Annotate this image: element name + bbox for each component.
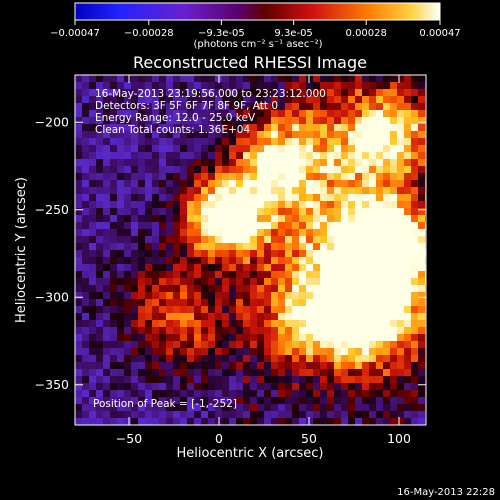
y-tick-label: −300 (35, 289, 69, 304)
x-tick-label: 0 (215, 431, 223, 446)
annotation-line: Clean Total counts: 1.36E+04 (95, 124, 250, 136)
y-tick-label: −200 (35, 114, 69, 129)
annotation-block: 16-May-2013 23:19:56.000 to 23:23:12.000… (95, 88, 326, 136)
x-tick-label: −50 (116, 431, 142, 446)
colorbar-tick-label: 9.3e-05 (274, 28, 312, 39)
colorbar-tick-label: 0.00047 (419, 28, 460, 39)
y-tick-label: −250 (35, 202, 69, 217)
annotation-line: Detectors: 3F 5F 6F 7F 8F 9F, Att 0 (95, 100, 278, 112)
colorbar-ticks: −0.00047 −0.00028 −9.3e-05 9.3e-05 0.00028 0.… (50, 20, 461, 39)
y-axis-label: Heliocentric Y (arcsec) (14, 177, 29, 323)
colorbar-tick-label: −0.00028 (124, 28, 174, 39)
x-axis-ticks: −50 0 50 100 (116, 75, 411, 446)
peak-position-label: Position of Peak = [-1,-252] (93, 398, 237, 410)
annotation-line: Energy Range: 12.0 - 25.0 keV (95, 112, 256, 124)
y-tick-label: −350 (35, 377, 69, 392)
chart-title: Reconstructed RHESSI Image (133, 53, 367, 72)
x-tick-label: 50 (301, 431, 317, 446)
plot-frame (74, 74, 427, 426)
colorbar-unit-label: (photons cm⁻² s⁻¹ asec⁻²) (193, 39, 322, 50)
colorbar-tick-label: −0.00047 (50, 28, 100, 39)
footer-timestamp: 16-May-2013 22:28 (397, 487, 495, 498)
heatmap-image (75, 75, 426, 425)
x-axis-label: Heliocentric X (arcsec) (177, 446, 324, 461)
colorbar: −0.00047 −0.00028 −9.3e-05 9.3e-05 0.00028 0.… (50, 2, 461, 50)
colorbar-tick-label: −9.3e-05 (198, 28, 245, 39)
x-tick-label: 100 (387, 431, 411, 446)
colorbar-tick-label: 0.00028 (346, 28, 387, 39)
y-axis-ticks: −350 −300 −250 −200 (35, 114, 426, 392)
colorbar-gradient (74, 2, 441, 21)
annotation-line: 16-May-2013 23:19:56.000 to 23:23:12.000 (95, 88, 326, 100)
